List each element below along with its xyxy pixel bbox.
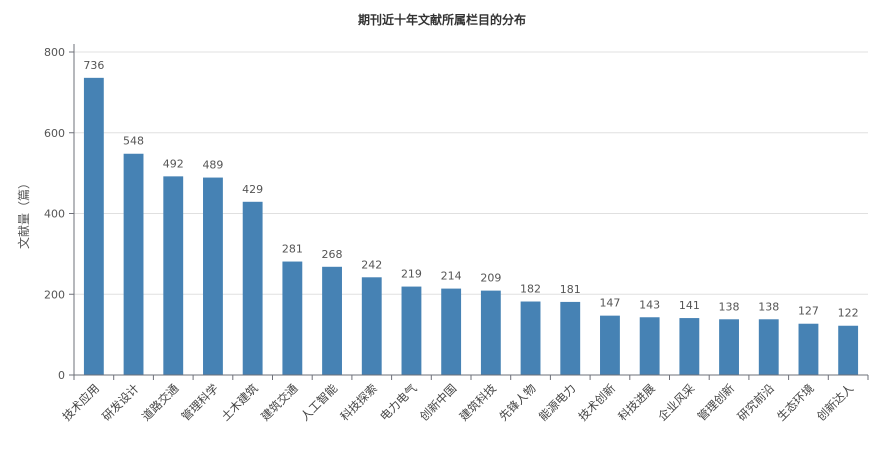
x-tick-label: 科技进展 bbox=[615, 381, 658, 424]
x-tick-label: 先锋人物 bbox=[496, 381, 538, 423]
bar bbox=[560, 301, 581, 375]
bar bbox=[123, 153, 144, 375]
bar bbox=[798, 323, 819, 375]
y-tick-label: 800 bbox=[44, 46, 65, 59]
x-tick-label: 创新中国 bbox=[417, 381, 459, 423]
x-tick-label: 道路交通 bbox=[139, 381, 182, 424]
data-label: 138 bbox=[758, 300, 779, 313]
x-tick-label: 管理科学 bbox=[179, 381, 221, 423]
bar bbox=[480, 290, 501, 375]
data-label: 489 bbox=[202, 159, 223, 172]
x-tick-label: 电力电气 bbox=[377, 381, 420, 424]
data-label: 181 bbox=[560, 283, 581, 296]
bar bbox=[401, 286, 422, 375]
x-tick-label: 建筑科技 bbox=[457, 381, 500, 424]
data-labels: 736 548 492 489 429 281 268 242 219 214 209 182 181 1… bbox=[83, 59, 858, 320]
data-label: 548 bbox=[123, 135, 144, 148]
x-tick-label: 研究前沿 bbox=[734, 381, 776, 423]
data-label: 147 bbox=[599, 297, 620, 310]
x-tick-label: 研发设计 bbox=[99, 381, 142, 424]
data-label: 219 bbox=[401, 268, 422, 281]
bar bbox=[600, 315, 620, 375]
y-tick-label: 200 bbox=[44, 288, 65, 301]
data-label: 141 bbox=[679, 299, 700, 312]
x-tick-label: 土木建筑 bbox=[218, 381, 261, 424]
bar bbox=[679, 318, 700, 375]
bar bbox=[361, 277, 382, 375]
x-tick-label: 能源电力 bbox=[536, 381, 578, 423]
x-tick-label: 企业风采 bbox=[655, 381, 698, 424]
y-tick-label: 0 bbox=[58, 369, 65, 382]
data-label: 281 bbox=[282, 243, 303, 256]
data-label: 209 bbox=[480, 272, 501, 285]
bar bbox=[639, 317, 660, 375]
bar bbox=[242, 201, 263, 375]
data-label: 268 bbox=[322, 248, 343, 261]
bar bbox=[322, 266, 342, 375]
x-tick-label: 技术创新 bbox=[576, 381, 619, 424]
y-tick-label: 600 bbox=[44, 127, 65, 140]
y-axis-label: 文献量（篇） bbox=[16, 177, 31, 249]
data-label: 143 bbox=[639, 298, 660, 311]
bar bbox=[441, 288, 462, 375]
bar bbox=[520, 301, 541, 375]
bar bbox=[163, 176, 184, 375]
x-tick-label: 技术应用 bbox=[60, 381, 102, 423]
chart-title: 期刊近十年文献所属栏目的分布 bbox=[358, 12, 526, 27]
bar bbox=[719, 319, 739, 375]
bar bbox=[203, 177, 223, 375]
x-tick-label: 生态环境 bbox=[774, 381, 816, 423]
data-label: 122 bbox=[838, 307, 859, 320]
data-label: 492 bbox=[163, 157, 184, 170]
data-label: 138 bbox=[719, 300, 740, 313]
x-tick-label: 科技探索 bbox=[337, 381, 379, 423]
bar bbox=[758, 319, 779, 375]
x-tick-label: 人工智能 bbox=[298, 381, 341, 424]
bar bbox=[282, 261, 303, 375]
y-tick-label: 400 bbox=[44, 208, 65, 221]
data-label: 429 bbox=[242, 183, 263, 196]
bar bbox=[838, 325, 859, 375]
data-label: 736 bbox=[83, 59, 104, 72]
grid-lines bbox=[74, 51, 868, 295]
data-label: 242 bbox=[361, 258, 382, 271]
bars bbox=[83, 77, 859, 375]
x-tick-label: 建筑交通 bbox=[258, 381, 301, 424]
data-label: 182 bbox=[520, 283, 541, 296]
bar bbox=[83, 77, 104, 375]
x-tick-label: 创新达人 bbox=[814, 381, 857, 424]
x-tick-label: 管理创新 bbox=[695, 381, 738, 424]
data-label: 214 bbox=[441, 270, 462, 283]
data-label: 127 bbox=[798, 305, 819, 318]
